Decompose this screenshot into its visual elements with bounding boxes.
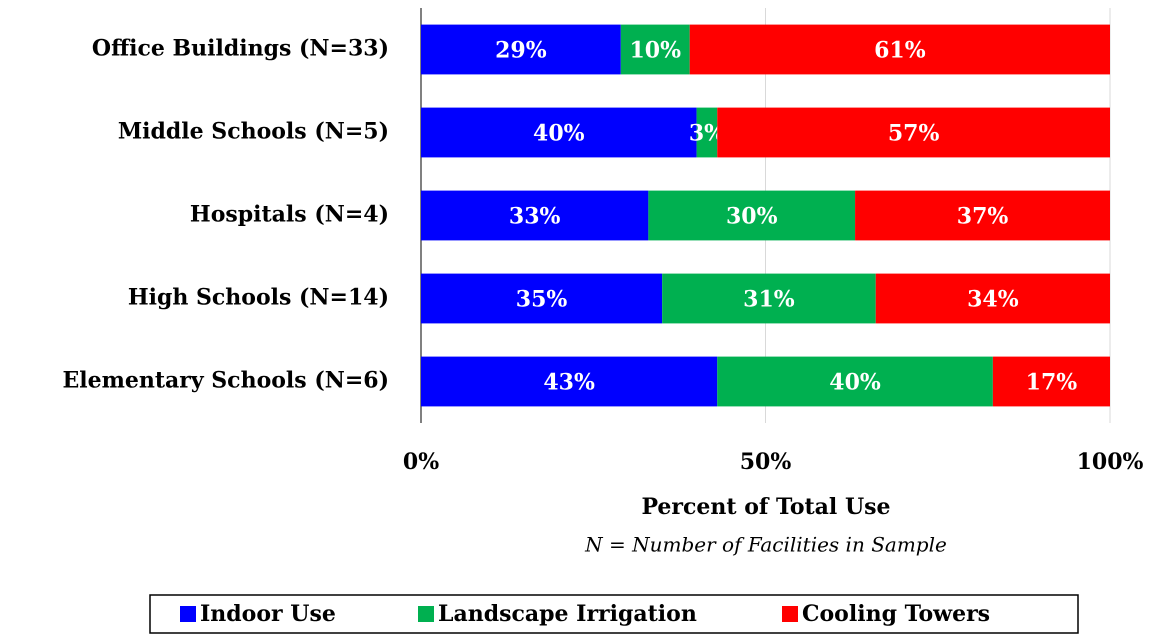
data-label: 17% [1026, 370, 1078, 396]
data-label: 29% [495, 38, 547, 64]
bar-segment [717, 356, 993, 407]
legend-label: Indoor Use [200, 601, 336, 627]
bar-segment [875, 273, 1110, 324]
bar-segment [421, 273, 663, 324]
legend-swatch [418, 606, 434, 622]
bar-segment [620, 24, 690, 75]
bar-segment [717, 107, 1110, 158]
bar-segment [421, 24, 621, 75]
y-tick-label: High Schools (N=14) [128, 285, 389, 311]
data-label: 35% [516, 287, 568, 313]
data-label: 33% [509, 204, 561, 230]
data-label: 61% [874, 38, 926, 64]
bar-segment [421, 190, 649, 241]
data-label: 37% [957, 204, 1009, 230]
y-tick-label: Hospitals (N=4) [190, 202, 389, 228]
bar-segment [648, 190, 856, 241]
data-label: 31% [743, 287, 795, 313]
data-label: 34% [967, 287, 1019, 313]
legend-box [149, 594, 1079, 634]
bar-segment [689, 24, 1110, 75]
legend-label: Landscape Irrigation [438, 601, 697, 627]
x-axis-label: Percent of Total Use [641, 494, 890, 520]
note: N = Number of Facilities in Sample [584, 533, 947, 557]
legend-label: Cooling Towers [802, 601, 990, 627]
data-label: 30% [726, 204, 778, 230]
y-tick-label: Middle Schools (N=5) [118, 119, 389, 145]
y-tick-label: Elementary Schools (N=6) [62, 368, 389, 394]
bar-segment [992, 356, 1110, 407]
bar-segment [696, 107, 718, 158]
data-label: 57% [888, 121, 940, 147]
y-tick-label: Office Buildings (N=33) [92, 36, 389, 62]
x-tick-label: 0% [403, 449, 439, 475]
data-label: 40% [533, 121, 585, 147]
bar-segment [855, 190, 1110, 241]
x-tick-label: 100% [1077, 449, 1144, 475]
data-label: 10% [629, 38, 681, 64]
bar-segment [421, 356, 718, 407]
x-tick-label: 50% [740, 449, 792, 475]
bar-segment [421, 107, 697, 158]
bar-segment [662, 273, 876, 324]
legend-swatch [180, 606, 196, 622]
data-label: 43% [543, 370, 595, 396]
data-label: 40% [829, 370, 881, 396]
legend-swatch [782, 606, 798, 622]
